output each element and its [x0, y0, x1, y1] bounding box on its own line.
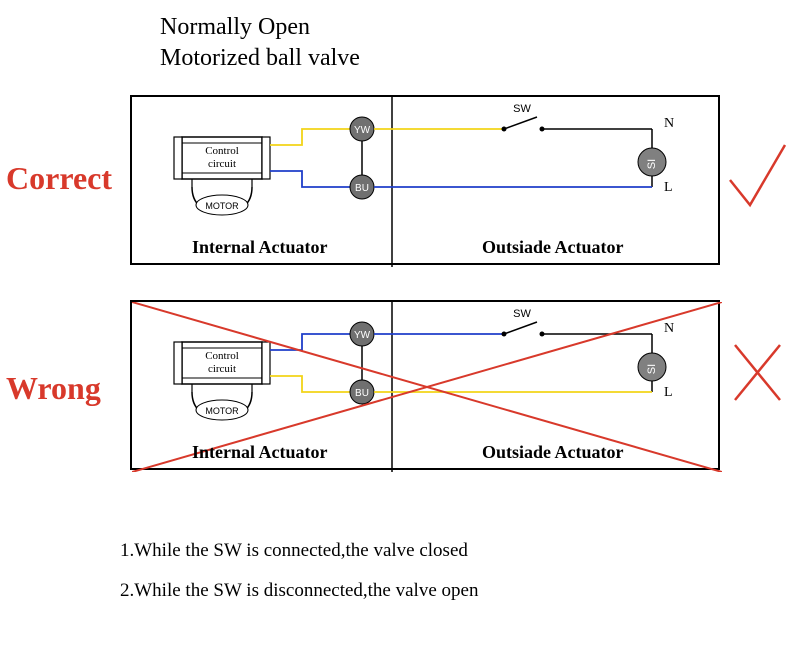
x-mark-icon — [730, 340, 790, 410]
svg-text:MOTOR: MOTOR — [205, 406, 239, 416]
svg-text:SW: SW — [513, 103, 531, 115]
note-2: 2.While the SW is disconnected,the valve… — [120, 580, 478, 602]
label-wrong: Wrong — [6, 370, 101, 407]
svg-text:YW: YW — [354, 330, 371, 341]
diagram-correct: Control circuit MOTOR YW BU SW — [130, 95, 720, 265]
label-outside-wrong: Outsiade Actuator — [482, 442, 624, 463]
svg-text:SW: SW — [513, 308, 531, 320]
svg-text:SI: SI — [646, 159, 658, 169]
note-1: 1.While the SW is connected,the valve cl… — [120, 540, 468, 562]
svg-text:N: N — [664, 321, 674, 336]
svg-text:L: L — [664, 385, 673, 400]
diagram-wrong: Control circuit MOTOR YW BU SW N SI L — [130, 300, 720, 470]
svg-text:BU: BU — [355, 183, 369, 194]
svg-text:Control: Control — [205, 145, 239, 157]
control-circuit-box: Control circuit — [174, 137, 270, 179]
label-correct: Correct — [6, 160, 112, 197]
svg-text:BU: BU — [355, 388, 369, 399]
check-mark-icon — [725, 135, 795, 225]
label-internal-correct: Internal Actuator — [192, 237, 327, 258]
label-outside-correct: Outsiade Actuator — [482, 237, 624, 258]
label-internal-wrong: Internal Actuator — [192, 442, 327, 463]
svg-text:YW: YW — [354, 125, 371, 136]
svg-text:MOTOR: MOTOR — [205, 201, 239, 211]
svg-text:SI: SI — [646, 364, 658, 374]
motor-icon: MOTOR — [192, 179, 252, 215]
title-line-1: Normally Open — [160, 12, 360, 43]
svg-text:L: L — [664, 180, 673, 195]
svg-text:circuit: circuit — [208, 363, 236, 375]
svg-text:Control: Control — [205, 350, 239, 362]
svg-text:N: N — [664, 116, 674, 131]
title-line-2: Motorized ball valve — [160, 43, 360, 74]
svg-text:circuit: circuit — [208, 158, 236, 170]
title-block: Normally Open Motorized ball valve — [160, 12, 360, 74]
